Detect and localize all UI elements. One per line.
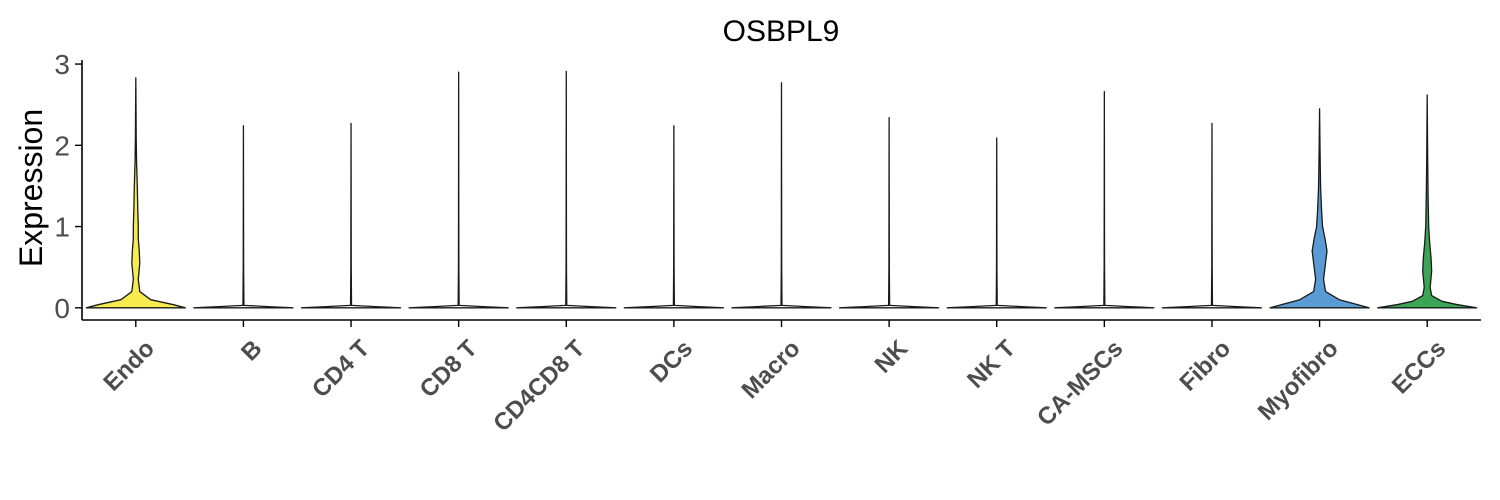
x-tick-label-cd8-t: CD8 T	[415, 335, 483, 403]
x-tick-label-eccs: ECCs	[1387, 335, 1451, 399]
x-tick-label-nk: NK	[870, 335, 914, 379]
violin-macro	[731, 82, 832, 309]
violin-cd8-t	[408, 71, 509, 309]
violins	[85, 70, 1478, 309]
violin-ca-mscs	[1054, 91, 1155, 309]
violin-dcs	[623, 125, 725, 309]
x-ticks: Endo B CD4 T CD8 T CD4CD8 T DCs Macro NK NK T CA-…	[98, 320, 1451, 437]
violin-endo	[85, 77, 186, 309]
violin-cd4cd8-t	[516, 70, 617, 309]
violin-fibro	[1161, 122, 1263, 309]
x-tick-label-macro: Macro	[737, 335, 806, 404]
x-tick-label-endo: Endo	[98, 335, 160, 397]
violin-nk	[838, 117, 940, 309]
y-tick-label: 1	[54, 212, 70, 243]
x-tick-label-cd4cd8-t: CD4CD8 T	[488, 335, 590, 437]
violin-b	[193, 125, 294, 309]
x-tick-label-dcs: DCs	[645, 335, 698, 388]
y-ticks: 0 1 2 3	[54, 49, 82, 324]
x-tick-label-b: B	[236, 335, 267, 366]
violin-eccs	[1377, 94, 1478, 309]
violin-myofibro	[1269, 108, 1370, 309]
y-tick-label: 3	[54, 49, 70, 80]
chart-title: OSBPL9	[723, 15, 840, 48]
y-tick-label: 2	[54, 130, 70, 161]
y-axis-label: Expression	[13, 109, 49, 267]
x-tick-label-cd4-t: CD4 T	[307, 335, 375, 403]
x-tick-label-nk-t: NK T	[962, 335, 1021, 394]
x-tick-label-fibro: Fibro	[1175, 335, 1237, 397]
violin-cd4-t	[300, 122, 402, 309]
x-tick-label-myofibro: Myofibro	[1253, 335, 1344, 426]
y-tick-label: 0	[54, 293, 70, 324]
violin-nk-t	[946, 137, 1047, 309]
x-tick-label-ca-mscs: CA-MSCs	[1032, 335, 1128, 431]
